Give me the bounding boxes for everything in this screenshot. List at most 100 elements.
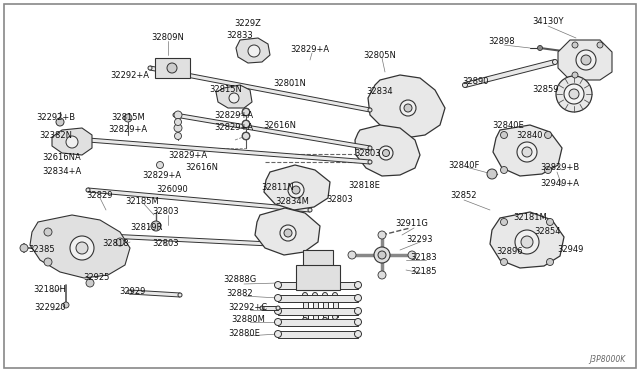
Circle shape	[581, 55, 591, 65]
Circle shape	[86, 279, 94, 287]
Text: 32829+A: 32829+A	[168, 151, 207, 160]
Circle shape	[552, 60, 557, 64]
Circle shape	[355, 282, 362, 289]
Text: 32292+C: 32292+C	[228, 304, 268, 312]
Text: 32882: 32882	[227, 289, 253, 298]
Text: 32292+B: 32292+B	[36, 113, 76, 122]
Text: 32811N: 32811N	[262, 183, 294, 192]
Text: 32809N: 32809N	[152, 33, 184, 42]
Circle shape	[323, 292, 328, 298]
Circle shape	[515, 230, 539, 254]
Text: 32815M: 32815M	[111, 113, 145, 122]
Circle shape	[500, 167, 508, 173]
Circle shape	[383, 150, 390, 157]
Circle shape	[56, 118, 64, 126]
Text: 32888G: 32888G	[223, 276, 257, 285]
Circle shape	[368, 146, 372, 150]
Circle shape	[312, 321, 317, 326]
Circle shape	[308, 208, 312, 212]
Text: J3P8000K: J3P8000K	[589, 355, 626, 364]
Circle shape	[284, 229, 292, 237]
Circle shape	[242, 108, 250, 116]
Circle shape	[547, 259, 554, 266]
Circle shape	[378, 231, 386, 239]
Circle shape	[86, 188, 90, 192]
Circle shape	[368, 160, 372, 164]
Polygon shape	[52, 128, 92, 155]
Circle shape	[242, 120, 250, 128]
Text: 32819R: 32819R	[130, 224, 162, 232]
Polygon shape	[278, 308, 358, 314]
Circle shape	[576, 50, 596, 70]
Circle shape	[597, 42, 603, 48]
Text: 32840F: 32840F	[448, 161, 480, 170]
Polygon shape	[303, 295, 307, 320]
Text: 32815N: 32815N	[209, 86, 243, 94]
Text: 32818: 32818	[102, 240, 129, 248]
Text: 32829+B: 32829+B	[540, 164, 580, 173]
Circle shape	[243, 109, 250, 115]
Text: 32859: 32859	[532, 86, 559, 94]
Text: 32803: 32803	[153, 240, 179, 248]
Text: 32181M: 32181M	[513, 214, 547, 222]
Circle shape	[408, 251, 416, 259]
Circle shape	[404, 104, 412, 112]
Text: 34130Y: 34130Y	[532, 17, 564, 26]
Text: 32185M: 32185M	[125, 198, 159, 206]
Circle shape	[66, 136, 78, 148]
Circle shape	[248, 45, 260, 57]
Circle shape	[243, 132, 250, 140]
Text: 32834: 32834	[367, 87, 394, 96]
Circle shape	[20, 244, 28, 252]
Polygon shape	[558, 40, 612, 80]
Bar	[296, 265, 340, 290]
Circle shape	[400, 100, 416, 116]
Text: 32890: 32890	[463, 77, 489, 87]
Text: 32949: 32949	[557, 246, 583, 254]
Text: 32911G: 32911G	[396, 219, 428, 228]
Polygon shape	[278, 295, 358, 301]
Text: 32292+A: 32292+A	[111, 71, 150, 80]
Text: 32616N: 32616N	[264, 122, 296, 131]
Circle shape	[547, 218, 554, 225]
Text: 32803: 32803	[153, 208, 179, 217]
Circle shape	[167, 63, 177, 73]
Polygon shape	[88, 138, 370, 164]
Circle shape	[463, 83, 467, 87]
Polygon shape	[155, 58, 190, 78]
Circle shape	[157, 161, 163, 169]
Polygon shape	[88, 233, 290, 247]
Circle shape	[500, 131, 508, 138]
Circle shape	[368, 108, 372, 112]
Circle shape	[275, 330, 282, 337]
Circle shape	[76, 242, 88, 254]
Text: 32382N: 32382N	[40, 131, 72, 141]
Circle shape	[175, 132, 182, 140]
Circle shape	[276, 306, 280, 310]
Circle shape	[280, 225, 296, 241]
Circle shape	[572, 42, 578, 48]
Circle shape	[275, 308, 282, 314]
Polygon shape	[130, 290, 180, 297]
Circle shape	[569, 89, 579, 99]
Circle shape	[522, 147, 532, 157]
Circle shape	[178, 293, 182, 297]
Circle shape	[379, 146, 393, 160]
Circle shape	[500, 218, 508, 225]
Circle shape	[229, 93, 239, 103]
Polygon shape	[312, 295, 317, 323]
Text: 32803: 32803	[355, 150, 381, 158]
Circle shape	[556, 76, 592, 112]
Text: 32180H: 32180H	[33, 285, 67, 295]
Circle shape	[128, 290, 132, 294]
Circle shape	[243, 121, 250, 128]
Text: 32293: 32293	[407, 235, 433, 244]
Circle shape	[355, 318, 362, 326]
Circle shape	[348, 251, 356, 259]
Text: 32183: 32183	[411, 253, 437, 263]
Polygon shape	[278, 318, 358, 326]
Polygon shape	[264, 165, 330, 210]
Polygon shape	[216, 85, 252, 108]
Text: 32840: 32840	[516, 131, 543, 141]
Text: 32834+A: 32834+A	[42, 167, 82, 176]
